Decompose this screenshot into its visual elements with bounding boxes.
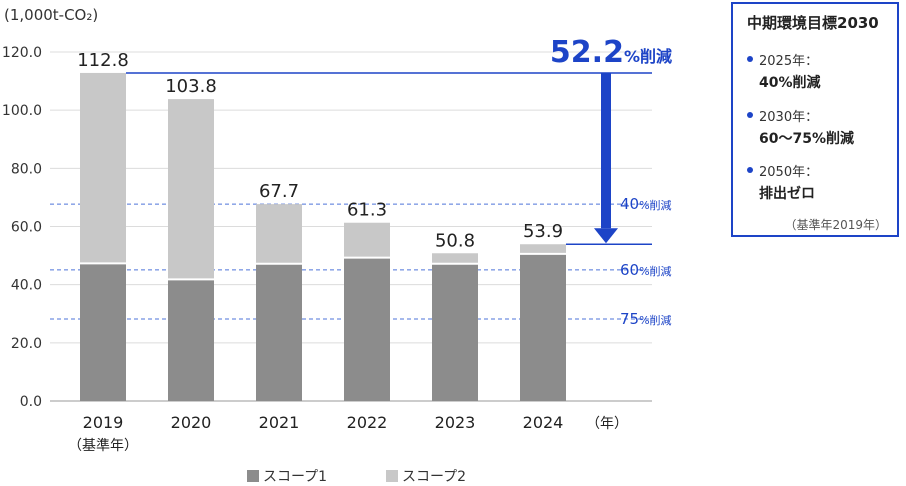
reduction-arrow-shaft [601,72,611,229]
bar-scope2 [344,222,390,258]
bar-scope1 [344,257,390,401]
x-tick-label: 2019 [83,413,124,432]
x-tick-label: 2020 [171,413,212,432]
legend-item-scope2: スコープ2 [386,466,466,486]
bar-scope1 [168,279,214,401]
legend-label: スコープ2 [402,469,467,485]
y-tick-label: 120.0 [2,45,42,61]
x-tick-label: 2023 [435,413,476,432]
goal-year: 2050年： [759,165,819,180]
y-tick-label: 80.0 [11,161,42,177]
bar-total-label: 103.8 [165,76,217,97]
bar-scope2 [256,204,302,264]
bar-scope2 [80,72,126,264]
legend-item-scope1: スコープ1 [247,466,327,486]
y-tick-label: 20.0 [11,336,42,352]
bullet-icon [747,112,753,118]
y-axis-unit-label: (1,000t-CO₂) [4,6,99,24]
reference-line-label: 40%削減 [620,195,672,213]
y-tick-label: 60.0 [11,220,42,236]
legend-swatch [386,470,398,482]
reference-line-label: 75%削減 [620,310,672,328]
bar-scope2 [520,244,566,254]
bar-scope1 [80,263,126,401]
mid-term-goals-box: 中期環境目標2030 2025年： 40%削減 2030年： 60～75%削減 … [731,2,899,237]
goal-target: 40%削減 [759,75,821,91]
x-tick-label: 2022 [347,413,388,432]
reduction-label: 52.2%削減 [550,35,672,70]
bar-scope2 [432,253,478,264]
reduction-arrow-head [594,228,618,244]
bar-total-label: 67.7 [259,181,299,202]
bar-total-label: 61.3 [347,200,387,221]
goal-target: 排出ゼロ [759,186,815,202]
goal-target: 60～75%削減 [759,131,854,147]
reference-line-label: 60%削減 [620,261,672,279]
goals-title: 中期環境目標2030 [747,14,879,32]
goal-year: 2030年： [759,110,819,125]
x-tick-label: 2021 [259,413,300,432]
bullet-icon [747,56,753,62]
x-axis-unit-label: （年） [586,416,628,432]
bar-scope1 [520,253,566,401]
x-tick-label: 2024 [523,413,564,432]
bar-scope1 [432,263,478,401]
x-tick-sublabel: （基準年） [68,437,138,454]
bar-total-label: 112.8 [77,50,129,71]
bar-total-label: 53.9 [523,221,563,242]
legend-swatch [247,470,259,482]
goal-year: 2025年： [759,54,819,69]
y-tick-label: 0.0 [20,394,42,410]
y-tick-label: 40.0 [11,278,42,294]
bar-scope1 [256,263,302,401]
y-tick-label: 100.0 [2,103,42,119]
bullet-icon [747,167,753,173]
goals-note: （基準年2019年） [784,218,887,232]
bar-scope2 [168,99,214,280]
bar-total-label: 50.8 [435,230,475,251]
legend-label: スコープ1 [263,469,328,485]
